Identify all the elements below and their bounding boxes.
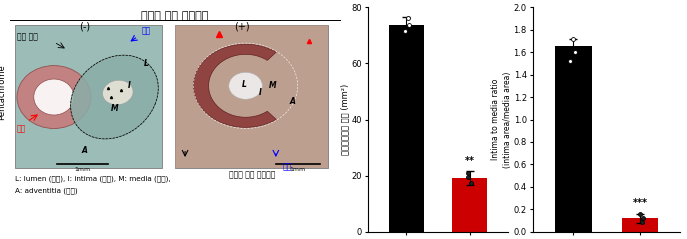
Point xyxy=(570,50,581,54)
Text: A: A xyxy=(81,147,87,155)
Ellipse shape xyxy=(229,72,262,99)
Point xyxy=(402,16,413,20)
Bar xyxy=(555,47,592,232)
Bar xyxy=(622,218,658,232)
Point xyxy=(462,175,473,179)
Text: A: adventitia (외막): A: adventitia (외막) xyxy=(15,187,78,194)
Text: ***: *** xyxy=(633,198,648,208)
Text: 1mm: 1mm xyxy=(74,167,91,172)
Point xyxy=(638,217,649,220)
Text: 동맥: 동맥 xyxy=(17,124,26,133)
FancyBboxPatch shape xyxy=(15,25,161,168)
Text: M: M xyxy=(269,81,276,90)
Text: **: ** xyxy=(465,156,475,166)
Point xyxy=(465,181,476,185)
Text: L: L xyxy=(241,80,247,89)
Text: 정맥: 정맥 xyxy=(142,26,150,35)
Ellipse shape xyxy=(34,79,74,115)
Ellipse shape xyxy=(102,80,133,105)
FancyBboxPatch shape xyxy=(175,25,328,168)
Text: M: M xyxy=(111,104,118,113)
FancyBboxPatch shape xyxy=(175,25,328,168)
Polygon shape xyxy=(194,44,276,127)
Text: 랩핑형 혈관 그래프트: 랩핑형 혈관 그래프트 xyxy=(142,11,209,21)
Ellipse shape xyxy=(71,55,158,139)
Text: 1mm: 1mm xyxy=(290,167,306,172)
Text: I: I xyxy=(128,81,131,90)
Text: A: A xyxy=(290,97,295,106)
Bar xyxy=(452,179,487,232)
Text: L: lumen (내강), I: intima (내막), M: media (중막),: L: lumen (내강), I: intima (내막), M: media … xyxy=(15,176,171,182)
Point xyxy=(462,171,473,175)
Text: 정맥: 정맥 xyxy=(282,162,292,171)
Y-axis label: 신생혈관내막 면적 (mm²): 신생혈관내막 면적 (mm²) xyxy=(341,84,350,155)
Text: I: I xyxy=(259,88,262,97)
Text: 문합 부위: 문합 부위 xyxy=(17,32,38,41)
Point xyxy=(565,59,576,63)
Y-axis label: Intima to media ratio
(intima area/media area): Intima to media ratio (intima area/media… xyxy=(491,71,512,168)
Text: L: L xyxy=(144,59,149,68)
Text: 랙핑형 혁관 그래프트: 랙핑형 혁관 그래프트 xyxy=(229,170,275,179)
Point xyxy=(636,220,647,224)
Text: (-): (-) xyxy=(78,22,90,32)
Text: (+): (+) xyxy=(234,22,250,32)
Point xyxy=(403,23,414,27)
Point xyxy=(635,212,646,216)
Bar xyxy=(389,25,424,232)
Point xyxy=(567,37,578,41)
Ellipse shape xyxy=(17,65,91,129)
Text: Pentachrome: Pentachrome xyxy=(0,65,6,120)
Point xyxy=(400,29,411,33)
